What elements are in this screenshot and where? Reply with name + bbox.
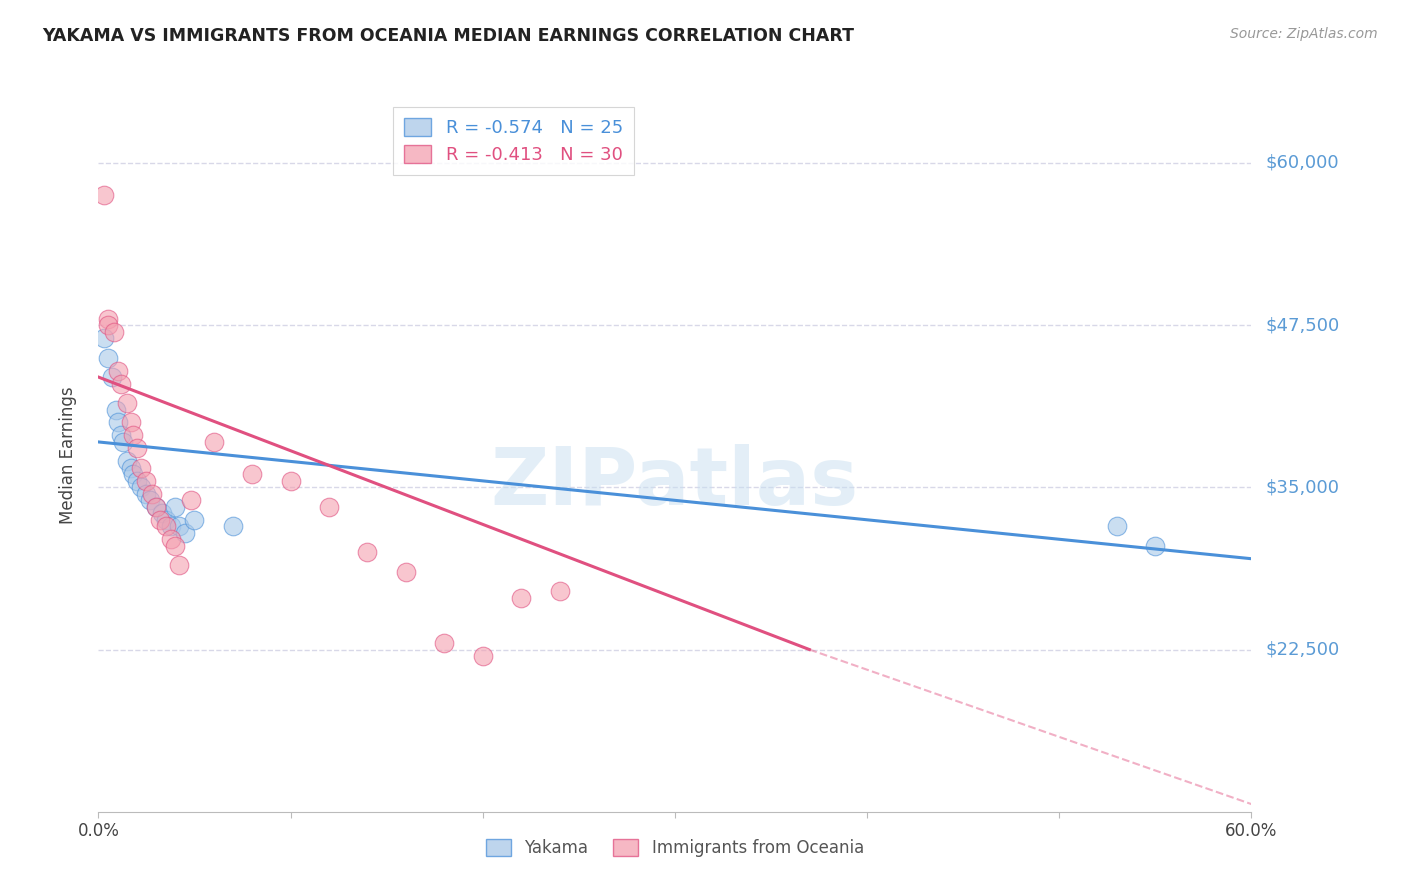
Point — [548, 584, 571, 599]
Point — [180, 493, 202, 508]
Point — [139, 493, 162, 508]
Point — [222, 519, 245, 533]
Point — [165, 500, 187, 514]
Point — [160, 519, 183, 533]
Point — [125, 442, 148, 456]
Point — [107, 416, 129, 430]
Point — [395, 565, 418, 579]
Point — [120, 461, 142, 475]
Text: $22,500: $22,500 — [1265, 640, 1340, 658]
Point — [280, 474, 302, 488]
Point — [112, 434, 135, 449]
Point — [150, 506, 173, 520]
Point — [240, 467, 263, 482]
Point — [165, 539, 187, 553]
Point — [110, 428, 132, 442]
Point — [117, 396, 138, 410]
Point — [149, 513, 172, 527]
Point — [155, 513, 177, 527]
Point — [117, 454, 138, 468]
Text: $35,000: $35,000 — [1265, 478, 1340, 496]
Point — [167, 558, 190, 573]
Point — [155, 519, 177, 533]
Point — [433, 636, 456, 650]
Point — [141, 487, 163, 501]
Legend: Yakama, Immigrants from Oceania: Yakama, Immigrants from Oceania — [479, 832, 870, 864]
Text: $60,000: $60,000 — [1265, 154, 1339, 172]
Point — [471, 648, 494, 663]
Point — [1105, 519, 1128, 533]
Point — [122, 467, 145, 482]
Point — [183, 513, 205, 527]
Point — [135, 487, 157, 501]
Point — [103, 325, 125, 339]
Point — [174, 525, 197, 540]
Point — [135, 474, 157, 488]
Text: YAKAMA VS IMMIGRANTS FROM OCEANIA MEDIAN EARNINGS CORRELATION CHART: YAKAMA VS IMMIGRANTS FROM OCEANIA MEDIAN… — [42, 27, 855, 45]
Point — [104, 402, 127, 417]
Text: ZIPatlas: ZIPatlas — [491, 444, 859, 523]
Point — [202, 434, 225, 449]
Point — [167, 519, 190, 533]
Point — [129, 480, 152, 494]
Point — [145, 500, 167, 514]
Point — [122, 428, 145, 442]
Point — [97, 351, 120, 365]
Point — [93, 331, 115, 345]
Point — [129, 461, 152, 475]
Point — [120, 416, 142, 430]
Point — [145, 500, 167, 514]
Point — [1144, 539, 1167, 553]
Point — [110, 376, 132, 391]
Point — [97, 318, 120, 333]
Text: $47,500: $47,500 — [1265, 316, 1340, 334]
Text: Source: ZipAtlas.com: Source: ZipAtlas.com — [1230, 27, 1378, 41]
Point — [356, 545, 378, 559]
Point — [318, 500, 340, 514]
Point — [97, 311, 120, 326]
Y-axis label: Median Earnings: Median Earnings — [59, 386, 77, 524]
Point — [101, 370, 124, 384]
Point — [510, 591, 533, 605]
Point — [125, 474, 148, 488]
Point — [160, 533, 183, 547]
Point — [107, 363, 129, 377]
Point — [93, 188, 115, 202]
